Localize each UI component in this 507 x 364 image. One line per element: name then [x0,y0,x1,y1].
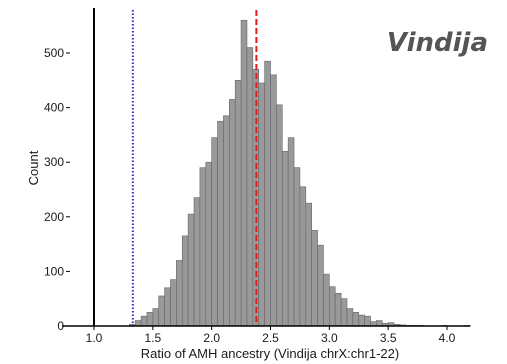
histogram-bar [229,99,236,327]
histogram-bar [246,47,254,327]
histogram-bar [205,161,212,327]
histogram-bar [264,60,271,327]
x-tick-label: 3.5 [380,331,397,345]
bars-group [129,19,471,327]
histogram-bar [376,320,383,327]
x-tick-label: 1.0 [86,331,103,345]
histogram-bar [223,115,230,327]
y-tick-label: 300 [44,155,64,169]
y-tick-label: 200 [44,210,64,224]
histogram-bar [158,295,165,327]
y-tick-label: 100 [44,264,64,278]
x-tick-label: 1.5 [144,331,161,345]
histogram-bar [234,80,242,327]
histogram-bar [364,315,371,327]
histogram-bar [140,315,148,327]
histogram-bar [334,292,342,327]
histogram-bar [293,167,301,327]
histogram-bar [211,137,218,327]
x-tick-label: 3.0 [321,331,338,345]
histogram-bar [176,260,183,327]
histogram-bar [323,273,330,327]
reference-lines-group [131,10,258,326]
y-ticks-group: 0 100 200 300 400 500 [44,46,70,333]
x-axis-label: Ratio of AMH ancestry (Vindija chrX:chr1… [141,346,399,361]
histogram-bar [287,137,295,327]
y-axis-label: Count [26,150,41,185]
histogram-bar [340,298,348,327]
y-tick-label: 400 [44,101,64,115]
histogram-bar [170,279,177,327]
histogram-bar [134,320,142,327]
x-ticks-group: 1.0 1.5 2.0 2.5 3.0 3.5 4.0 [86,326,456,345]
histogram-bar [329,286,336,327]
chart-title: Vindija [387,28,488,58]
histogram-bar [258,82,265,327]
x-tick-label: 2.5 [262,331,279,345]
y-tick-label: 0 [57,319,64,333]
histogram-bar [281,150,289,327]
histogram-bar [305,202,312,327]
histogram-bar [199,167,207,327]
histogram-bar [146,312,154,327]
histogram-bar [181,235,189,327]
histogram-bar [240,19,248,327]
x-tick-label: 2.0 [203,331,220,345]
y-tick-label: 500 [44,46,64,60]
histogram-bar [299,186,307,327]
histogram-bar [164,287,171,327]
histogram-bar [352,312,360,327]
histogram-bar [152,308,160,327]
histogram-bar [311,230,318,327]
histogram-bar [217,120,224,327]
x-tick-label: 4.0 [439,331,456,345]
histogram-bar [317,244,324,327]
histogram-bar [187,213,195,327]
histogram-bar [346,308,354,327]
histogram-bar [270,74,277,327]
histogram-bar [193,197,201,327]
histogram-bar [358,314,365,327]
histogram-bar [276,104,283,327]
histogram-bar [252,69,260,327]
